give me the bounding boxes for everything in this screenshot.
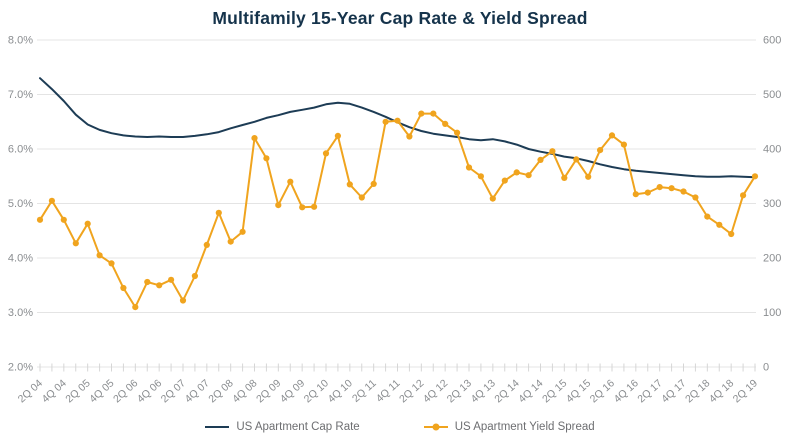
svg-text:2Q 07: 2Q 07 [159, 377, 188, 405]
svg-text:2Q 09: 2Q 09 [254, 377, 283, 405]
yield-spread-line-swatch [423, 423, 448, 431]
svg-text:4Q 05: 4Q 05 [87, 377, 116, 405]
svg-text:3.0%: 3.0% [8, 307, 33, 319]
svg-text:2Q 04: 2Q 04 [16, 377, 45, 405]
svg-text:4Q 16: 4Q 16 [612, 377, 641, 405]
svg-text:2Q 08: 2Q 08 [206, 377, 235, 405]
svg-text:4Q 09: 4Q 09 [278, 377, 307, 405]
svg-text:2Q 19: 2Q 19 [731, 377, 760, 405]
svg-text:2Q 13: 2Q 13 [445, 377, 474, 405]
legend: US Apartment Cap Rate US Apartment Yield… [0, 421, 800, 433]
cap-rate-line-swatch [205, 426, 230, 428]
svg-text:4Q 04: 4Q 04 [40, 377, 69, 405]
svg-text:4Q 13: 4Q 13 [469, 377, 498, 405]
svg-text:4Q 18: 4Q 18 [707, 377, 736, 405]
svg-text:2Q 17: 2Q 17 [635, 377, 664, 405]
svg-text:0: 0 [763, 362, 769, 374]
legend-item-cap-rate: US Apartment Cap Rate [205, 421, 360, 433]
svg-text:600: 600 [763, 35, 781, 47]
svg-text:2Q 06: 2Q 06 [111, 377, 140, 405]
svg-text:4Q 08: 4Q 08 [230, 377, 259, 405]
x-axis-ticks [39, 363, 756, 372]
svg-text:2Q 05: 2Q 05 [63, 377, 92, 405]
legend-item-yield-spread: US Apartment Yield Spread [423, 421, 595, 433]
yield-spread-line [36, 110, 759, 311]
svg-text:4Q 07: 4Q 07 [183, 377, 212, 405]
svg-text:2Q 12: 2Q 12 [397, 377, 426, 405]
svg-text:2.0%: 2.0% [8, 362, 33, 374]
svg-text:4Q 14: 4Q 14 [516, 377, 545, 405]
svg-text:4Q 06: 4Q 06 [135, 377, 164, 405]
svg-text:4Q 10: 4Q 10 [326, 377, 355, 405]
svg-text:200: 200 [763, 253, 781, 265]
svg-text:2Q 10: 2Q 10 [302, 377, 331, 405]
gridlines [37, 39, 756, 368]
svg-text:300: 300 [763, 198, 781, 210]
cap-rate-line [39, 77, 756, 179]
svg-text:4.0%: 4.0% [8, 253, 33, 265]
svg-text:6.0%: 6.0% [8, 144, 33, 156]
svg-text:2Q 15: 2Q 15 [540, 377, 569, 405]
yield-spread-marker-dot [432, 423, 440, 431]
right-axis-labels: 600 500 400 300 200 100 0 [763, 35, 781, 374]
svg-text:7.0%: 7.0% [8, 89, 33, 101]
svg-text:4Q 11: 4Q 11 [374, 377, 403, 405]
svg-text:100: 100 [763, 307, 781, 319]
svg-text:8.0%: 8.0% [8, 35, 33, 47]
svg-text:500: 500 [763, 89, 781, 101]
svg-text:400: 400 [763, 144, 781, 156]
left-axis-labels: 8.0% 7.0% 6.0% 5.0% 4.0% 3.0% 2.0% [8, 35, 33, 374]
svg-text:2Q 18: 2Q 18 [683, 377, 712, 405]
svg-text:2Q 14: 2Q 14 [492, 377, 521, 405]
plot-area: 8.0% 7.0% 6.0% 5.0% 4.0% 3.0% 2.0% 600 500 400 300… [8, 35, 781, 406]
legend-label-yield-spread: US Apartment Yield Spread [454, 421, 595, 433]
chart-title: Multifamily 15-Year Cap Rate & Yield Spr… [212, 8, 588, 28]
svg-text:4Q 15: 4Q 15 [564, 377, 593, 405]
legend-label-cap-rate: US Apartment Cap Rate [236, 421, 360, 433]
svg-text:5.0%: 5.0% [8, 198, 33, 210]
svg-text:4Q 17: 4Q 17 [659, 377, 688, 405]
svg-text:4Q 12: 4Q 12 [421, 377, 450, 405]
svg-text:2Q 16: 2Q 16 [588, 377, 617, 405]
svg-text:2Q 11: 2Q 11 [350, 377, 379, 405]
